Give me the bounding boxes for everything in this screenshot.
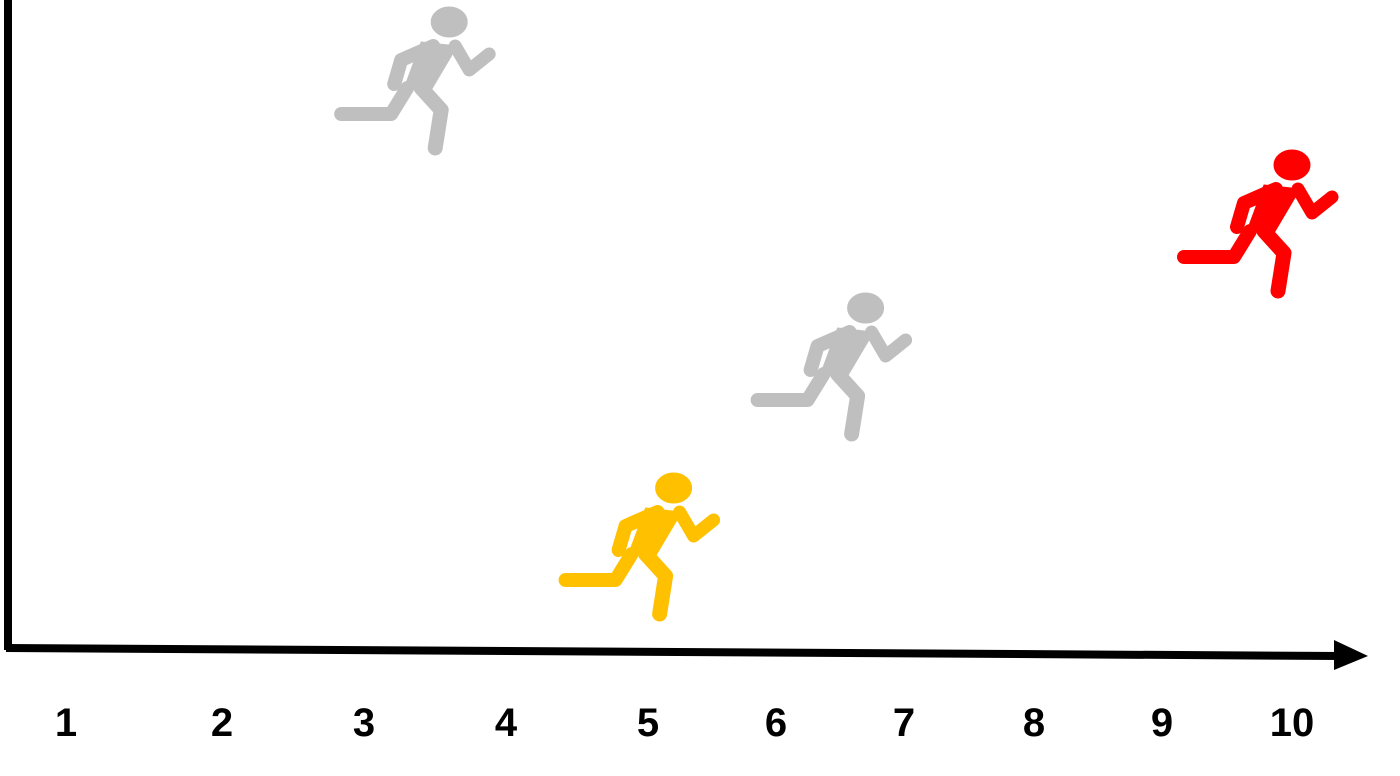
running-person-icon [566, 473, 714, 614]
running-person-shape [1184, 150, 1332, 291]
x-tick-label: 1 [55, 701, 77, 745]
x-tick-label: 3 [353, 701, 375, 745]
running-person-shape [758, 293, 906, 434]
runners [341, 7, 1332, 614]
x-tick-label: 7 [893, 701, 915, 745]
running-person-shape [566, 473, 714, 614]
x-tick-label: 10 [1270, 701, 1315, 745]
running-person-icon [1184, 150, 1332, 291]
x-tick-label: 2 [211, 701, 233, 745]
x-tick-label: 5 [637, 701, 659, 745]
x-tick-label: 8 [1023, 701, 1045, 745]
x-tick-label: 9 [1151, 701, 1173, 745]
x-axis-arrowhead [1334, 640, 1368, 670]
x-axis-line [5, 644, 1343, 660]
running-person-icon [758, 293, 906, 434]
x-tick-label: 4 [495, 701, 518, 745]
x-axis-tick-labels: 1 2 3 4 5 6 7 8 9 10 [55, 701, 1314, 745]
running-person-icon [341, 7, 489, 148]
running-person-shape [341, 7, 489, 148]
x-tick-label: 6 [765, 701, 787, 745]
